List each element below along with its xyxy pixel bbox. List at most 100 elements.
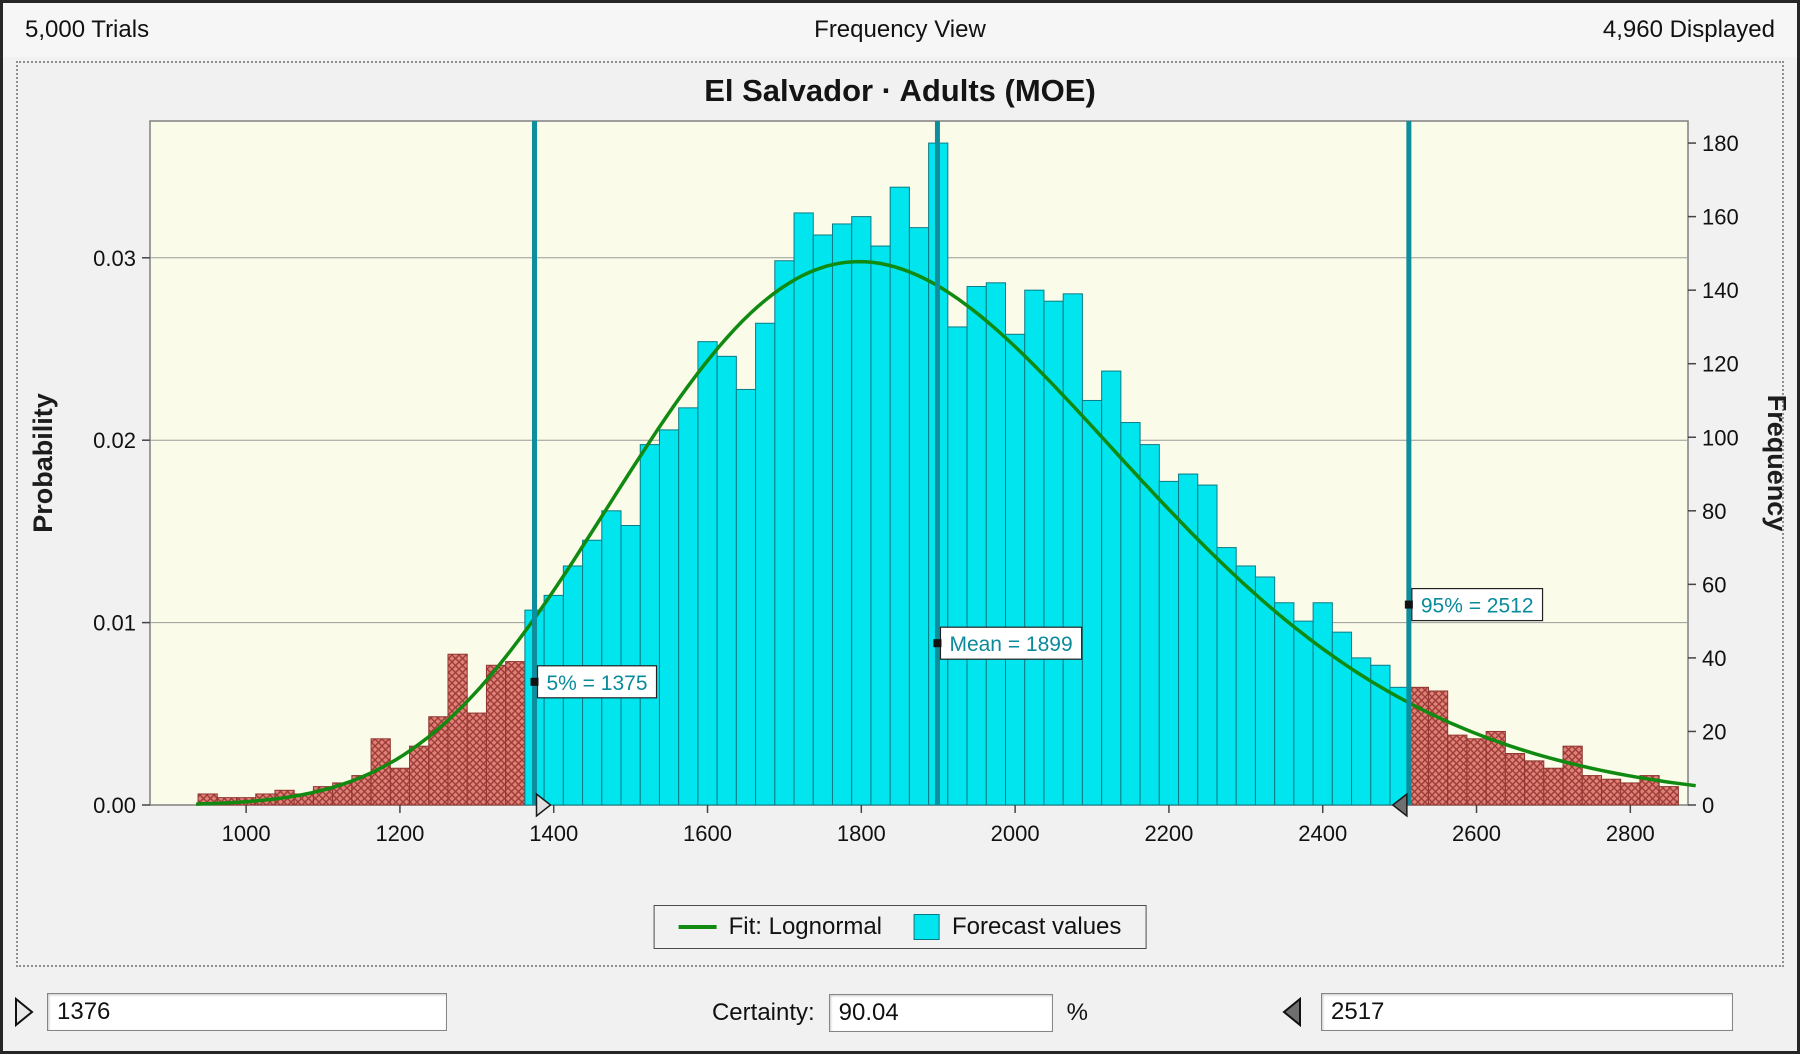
forecast-bar bbox=[985, 282, 1007, 806]
forecast-bar bbox=[601, 510, 622, 806]
chart-title: El Salvador · Adults (MOE) bbox=[704, 73, 1096, 108]
frequency-tick-label: 60 bbox=[1702, 572, 1726, 597]
lower-bound-input[interactable] bbox=[47, 993, 447, 1031]
forecast-bar bbox=[889, 186, 910, 806]
fit-curve bbox=[196, 259, 1696, 806]
certainty-label: Certainty: bbox=[711, 999, 815, 1026]
outside-bar bbox=[447, 653, 468, 806]
forecast-bar bbox=[831, 223, 853, 806]
histogram-bars bbox=[197, 142, 1679, 806]
forecast-bar bbox=[716, 355, 737, 806]
forecast-bar bbox=[812, 234, 833, 806]
fit-line-swatch bbox=[678, 925, 717, 929]
frequency-tick-label: 160 bbox=[1702, 205, 1739, 230]
outside-bar bbox=[1600, 778, 1622, 806]
forecast-bar bbox=[658, 429, 680, 806]
forecast-bar bbox=[1101, 370, 1122, 806]
forecast-bar bbox=[774, 260, 795, 806]
frequency-tick-label: 40 bbox=[1702, 646, 1726, 671]
forecast-bar bbox=[1235, 565, 1256, 806]
frequency-axis-label: Frequency bbox=[1762, 395, 1786, 532]
frequency-tick-label: 80 bbox=[1702, 499, 1726, 524]
x-tick-label: 2600 bbox=[1452, 821, 1501, 846]
view-title: Frequency View bbox=[814, 16, 986, 43]
x-tick-label: 2200 bbox=[1144, 821, 1193, 846]
forecast-bar bbox=[755, 322, 776, 806]
forecast-bar bbox=[1062, 293, 1083, 806]
forecast-bar bbox=[1274, 602, 1295, 806]
chart-legend: Fit: Lognormal Forecast values bbox=[653, 905, 1147, 949]
outside-bar bbox=[389, 767, 411, 806]
certainty-input[interactable] bbox=[828, 994, 1053, 1032]
forecast-bar bbox=[908, 227, 930, 806]
outside-bar bbox=[1466, 738, 1487, 806]
forecast-bar bbox=[966, 285, 987, 806]
x-tick-label: 1400 bbox=[529, 821, 578, 846]
x-tick-label: 2800 bbox=[1606, 821, 1655, 846]
forecast-bar bbox=[793, 212, 814, 806]
outside-bar bbox=[1620, 782, 1641, 806]
forecast-bar bbox=[1293, 620, 1314, 806]
x-tick-label: 1600 bbox=[683, 821, 732, 846]
upper-bound-input[interactable] bbox=[1321, 993, 1733, 1031]
header-bar: 5,000 Trials Frequency View 4,960 Displa… bbox=[3, 3, 1797, 57]
probability-tick-label: 0.00 bbox=[93, 793, 136, 818]
forecast-bar bbox=[1216, 547, 1237, 806]
certainty-group: Certainty: % bbox=[712, 989, 1088, 1037]
forecast-swatch bbox=[914, 914, 940, 940]
forecast-bar bbox=[697, 341, 718, 806]
p5-flag: 5% = 1375 bbox=[530, 665, 658, 699]
forecast-bar bbox=[1081, 399, 1103, 806]
outside-bar bbox=[505, 661, 526, 806]
frequency-tick-label: 140 bbox=[1702, 278, 1739, 303]
frequency-tick-label: 0 bbox=[1702, 793, 1714, 818]
probability-axis-label: Probability bbox=[28, 393, 58, 533]
svg-text:95% = 2512: 95% = 2512 bbox=[1421, 595, 1534, 618]
outside-bar bbox=[1504, 753, 1526, 806]
frequency-tick-label: 180 bbox=[1702, 131, 1739, 156]
p95-flag: 95% = 2512 bbox=[1404, 587, 1544, 622]
forecast-legend-label: Forecast values bbox=[952, 913, 1122, 940]
mean-flag: Mean = 1899 bbox=[933, 626, 1083, 660]
x-tick-label: 1000 bbox=[222, 821, 271, 846]
forecast-bar bbox=[1120, 422, 1141, 806]
certainty-controls: Certainty: % bbox=[3, 989, 1797, 1037]
trials-count: 5,000 Trials bbox=[25, 16, 150, 43]
forecast-bar bbox=[1197, 484, 1218, 806]
p95-grabber-handle[interactable] bbox=[1391, 792, 1408, 818]
x-tick-label: 2400 bbox=[1298, 821, 1347, 846]
frequency-tick-label: 120 bbox=[1702, 352, 1739, 377]
x-tick-label: 1200 bbox=[375, 821, 424, 846]
outside-bar bbox=[1447, 734, 1468, 806]
fit-legend-label: Fit: Lognormal bbox=[728, 913, 882, 940]
outside-bar bbox=[1427, 690, 1449, 806]
displayed-count: 4,960 Displayed bbox=[1602, 16, 1775, 43]
outside-bar bbox=[485, 664, 507, 806]
outside-bar bbox=[1581, 775, 1602, 806]
outside-bar bbox=[1543, 767, 1564, 806]
probability-tick-label: 0.02 bbox=[93, 428, 136, 453]
upper-grabber-icon[interactable] bbox=[1281, 996, 1303, 1028]
p5-grabber-handle[interactable] bbox=[535, 792, 552, 818]
svg-text:5% = 1375: 5% = 1375 bbox=[547, 672, 648, 695]
forecast-bar bbox=[1005, 333, 1026, 806]
outside-bar bbox=[1562, 745, 1583, 806]
outside-bar bbox=[1524, 760, 1545, 806]
outside-bar bbox=[466, 712, 487, 806]
probability-tick-label: 0.03 bbox=[93, 246, 136, 271]
forecast-bar bbox=[678, 407, 699, 806]
outside-bar bbox=[1658, 786, 1679, 806]
frequency-tick-label: 20 bbox=[1702, 719, 1726, 744]
frequency-tick-label: 100 bbox=[1702, 425, 1739, 450]
frequency-chart: 5% = 1375 Mean = 1899 95% = 2512 0.00 0.01 0.… bbox=[28, 120, 1786, 846]
svg-text:Mean = 1899: Mean = 1899 bbox=[949, 633, 1072, 656]
probability-tick-label: 0.01 bbox=[93, 611, 136, 636]
percent-sign: % bbox=[1066, 999, 1089, 1026]
outside-bar bbox=[409, 745, 430, 806]
x-tick-label: 2000 bbox=[991, 821, 1040, 846]
forecast-bar bbox=[851, 216, 872, 806]
forecast-bar bbox=[1312, 602, 1333, 806]
lower-grabber-icon[interactable] bbox=[13, 996, 35, 1028]
forecast-bar bbox=[543, 594, 564, 806]
